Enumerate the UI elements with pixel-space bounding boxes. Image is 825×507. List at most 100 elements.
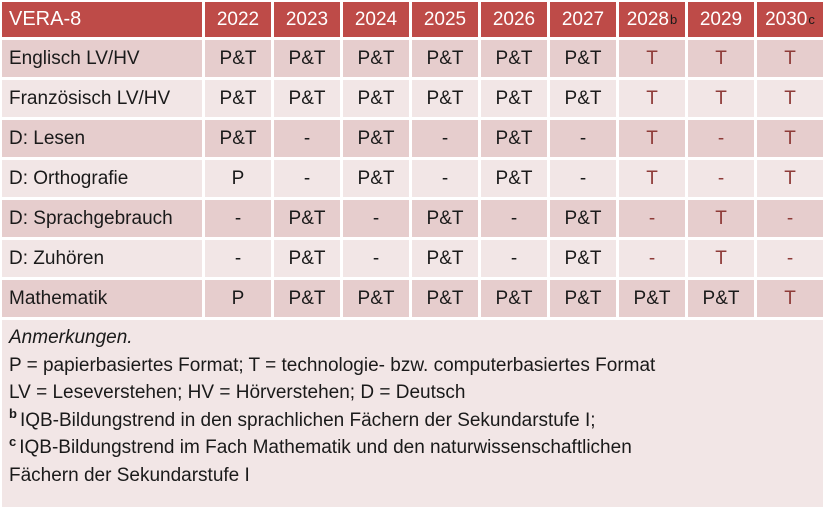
note-text: Fächern der Sekundarstufe I bbox=[9, 464, 250, 486]
table-cell: P&T bbox=[412, 280, 478, 317]
row-label: Französisch LV/HV bbox=[2, 80, 202, 117]
table-cell: T bbox=[757, 280, 823, 317]
column-header-label: 2025 bbox=[423, 8, 467, 30]
table-cell: P&T bbox=[550, 200, 616, 237]
table-cell: P&T bbox=[274, 240, 340, 277]
notes-section: Anmerkungen. P = papierbasiertes Format;… bbox=[2, 320, 823, 507]
table-body: Englisch LV/HV P&T P&T P&T P&T P&T P&T T T T Franz… bbox=[2, 40, 823, 317]
table-cell: T bbox=[619, 80, 685, 117]
column-header: 2026 bbox=[481, 2, 547, 37]
table-cell: P&T bbox=[343, 40, 409, 77]
table-cell: P bbox=[205, 280, 271, 317]
column-header: 2023 bbox=[274, 2, 340, 37]
table-cell: P&T bbox=[550, 240, 616, 277]
table-cell: - bbox=[619, 200, 685, 237]
row-label: D: Sprachgebrauch bbox=[2, 200, 202, 237]
table-cell: P&T bbox=[619, 280, 685, 317]
column-header: 2022 bbox=[205, 2, 271, 37]
note-text: LV = Leseverstehen; HV = Hörverstehen; D… bbox=[9, 382, 466, 403]
table-cell: P&T bbox=[550, 80, 616, 117]
table-cell: P bbox=[205, 160, 271, 197]
table-cell: - bbox=[481, 240, 547, 277]
notes-heading: Anmerkungen. bbox=[9, 327, 133, 348]
column-header: 2030 c bbox=[757, 2, 823, 37]
column-header: 2029 bbox=[688, 2, 754, 37]
column-header: 2028 b bbox=[619, 2, 685, 37]
table-cell: T bbox=[688, 200, 754, 237]
column-header-label: 2030 bbox=[765, 8, 808, 30]
table-cell: - bbox=[412, 120, 478, 157]
column-header-label: 2022 bbox=[216, 8, 260, 30]
column-header-label: 2029 bbox=[699, 8, 743, 30]
note-line-footnote-c: c IQB-Bildungstrend im Fach Mathematik un… bbox=[9, 434, 815, 462]
header-row: VERA-8 2022 2023 2024 2025 2026 2027 2028 b 2029… bbox=[2, 2, 823, 37]
column-header: 2027 bbox=[550, 2, 616, 37]
table-cell: T bbox=[619, 120, 685, 157]
column-header-label: 2024 bbox=[354, 8, 398, 30]
footnote-b-marker: b bbox=[9, 406, 17, 422]
table-cell: P&T bbox=[412, 80, 478, 117]
table-cell: P&T bbox=[481, 120, 547, 157]
table-cell: - bbox=[688, 120, 754, 157]
table-cell: T bbox=[688, 40, 754, 77]
table-cell: P&T bbox=[343, 280, 409, 317]
note-line-abbreviations: LV = Leseverstehen; HV = Hörverstehen; D… bbox=[9, 379, 815, 407]
table-cell: - bbox=[757, 240, 823, 277]
column-header-label: 2023 bbox=[285, 8, 329, 30]
table-cell: T bbox=[757, 80, 823, 117]
table-cell: - bbox=[619, 240, 685, 277]
table-cell: T bbox=[619, 160, 685, 197]
table-cell: P&T bbox=[343, 160, 409, 197]
table-cell: P&T bbox=[343, 120, 409, 157]
note-line-footnote-c-continued: Fächern der Sekundarstufe I bbox=[9, 462, 815, 490]
column-header-label: 2027 bbox=[561, 8, 605, 30]
table-cell: - bbox=[274, 160, 340, 197]
table-cell: P&T bbox=[205, 40, 271, 77]
table-cell: P&T bbox=[550, 280, 616, 317]
table-cell: P&T bbox=[412, 200, 478, 237]
row-label: D: Zuhören bbox=[2, 240, 202, 277]
table-cell: P&T bbox=[274, 80, 340, 117]
table-cell: T bbox=[757, 120, 823, 157]
table-cell: T bbox=[757, 160, 823, 197]
row-label: D: Orthografie bbox=[2, 160, 202, 197]
note-text: IQB-Bildungstrend im Fach Mathematik und… bbox=[19, 437, 632, 458]
table-cell: P&T bbox=[412, 40, 478, 77]
table-cell: - bbox=[757, 200, 823, 237]
table-cell: P&T bbox=[343, 80, 409, 117]
table-cell: - bbox=[481, 200, 547, 237]
table-cell: - bbox=[550, 120, 616, 157]
table-cell: - bbox=[343, 240, 409, 277]
table-cell: P&T bbox=[274, 40, 340, 77]
table-cell: - bbox=[205, 240, 271, 277]
table-cell: P&T bbox=[274, 200, 340, 237]
table-cell: P&T bbox=[481, 160, 547, 197]
table-cell: P&T bbox=[481, 280, 547, 317]
table-cell: P&T bbox=[205, 80, 271, 117]
column-header-label: 2026 bbox=[492, 8, 536, 30]
table-cell: - bbox=[550, 160, 616, 197]
note-line-footnote-b: b IQB-Bildungstrend in den sprachlichen F… bbox=[9, 407, 815, 435]
row-label: D: Lesen bbox=[2, 120, 202, 157]
table-cell: - bbox=[205, 200, 271, 237]
table-cell: P&T bbox=[274, 280, 340, 317]
table-cell: T bbox=[619, 40, 685, 77]
note-line-formats: P = papierbasiertes Format; T = technolo… bbox=[9, 352, 815, 380]
table-cell: P&T bbox=[481, 40, 547, 77]
table-cell: - bbox=[343, 200, 409, 237]
row-label: Mathematik bbox=[2, 280, 202, 317]
table-cell: P&T bbox=[550, 40, 616, 77]
table-cell: P&T bbox=[688, 280, 754, 317]
table-cell: P&T bbox=[205, 120, 271, 157]
table-title: VERA-8 bbox=[2, 2, 202, 37]
column-header: 2024 bbox=[343, 2, 409, 37]
column-header-label: 2028 bbox=[626, 8, 670, 30]
footnote-c-marker: c bbox=[9, 433, 17, 449]
table-cell: T bbox=[757, 40, 823, 77]
row-label: Englisch LV/HV bbox=[2, 40, 202, 77]
table-cell: T bbox=[688, 80, 754, 117]
note-text: IQB-Bildungstrend in den sprachlichen Fä… bbox=[19, 409, 596, 431]
table-cell: T bbox=[688, 240, 754, 277]
table-cell: P&T bbox=[481, 80, 547, 117]
